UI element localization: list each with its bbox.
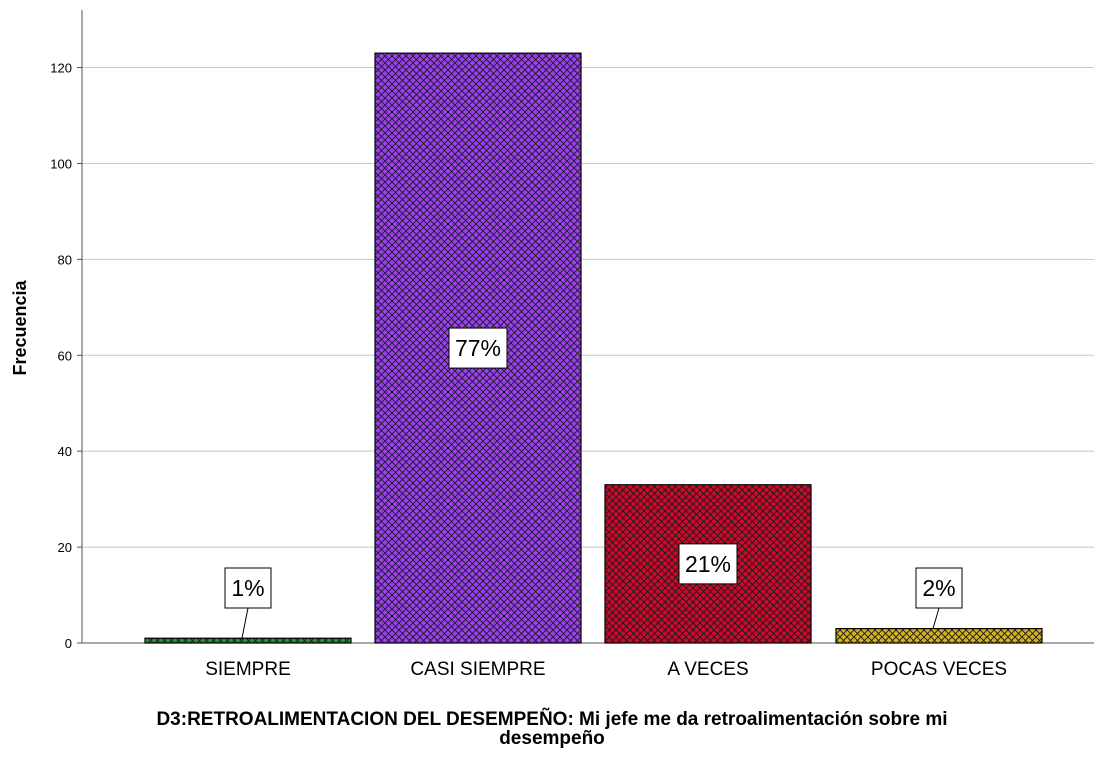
y-tick-label: 20 [58,540,72,555]
data-label: 21% [685,551,731,577]
x-tick-label: SIEMPRE [205,659,291,680]
y-tick-label: 60 [58,348,72,363]
data-label-box [678,543,738,585]
data-label-box [915,567,963,609]
data-label: 1% [231,575,264,601]
data-label-leader [241,607,249,639]
x-axis-label-line-1: D3:RETROALIMENTACION DEL DESEMPEÑO: Mi j… [156,709,948,730]
data-label-box [448,327,508,369]
y-tick-label: 100 [50,156,72,171]
x-axis-label: D3:RETROALIMENTACION DEL DESEMPEÑO: Mi j… [0,710,1104,748]
x-tick-label: POCAS VECES [871,659,1007,680]
y-tick-label: 80 [58,252,72,267]
y-tick-label: 120 [50,61,72,76]
x-axis-label-line-2: desempeño [499,728,605,749]
x-tick-label: CASI SIEMPRE [410,659,545,680]
data-labels: 1% 77% 21% 2% [224,327,963,639]
y-tick-label: 40 [58,444,72,459]
bar-siempre [144,637,352,644]
tick-labels: 0 20 40 60 80 100 120 SIEMPRE CASI SIEMPRE A VECE… [50,61,1007,680]
x-tick-label: A VECES [667,659,748,680]
data-label: 2% [922,575,955,601]
axes [81,10,1094,644]
data-label: 77% [455,335,501,361]
bar-pocas-veces [835,628,1043,644]
y-axis-label: Frecuencia [10,279,30,375]
bar-chart: 1% 77% 21% 2% 0 20 40 60 80 100 120 SIEMPRE CASI SI… [10,10,1094,680]
grid-lines [82,67,1094,548]
y-tick-label: 0 [65,636,72,651]
bars [144,52,1043,644]
data-label-leader [932,607,940,629]
data-label-box [224,567,272,609]
